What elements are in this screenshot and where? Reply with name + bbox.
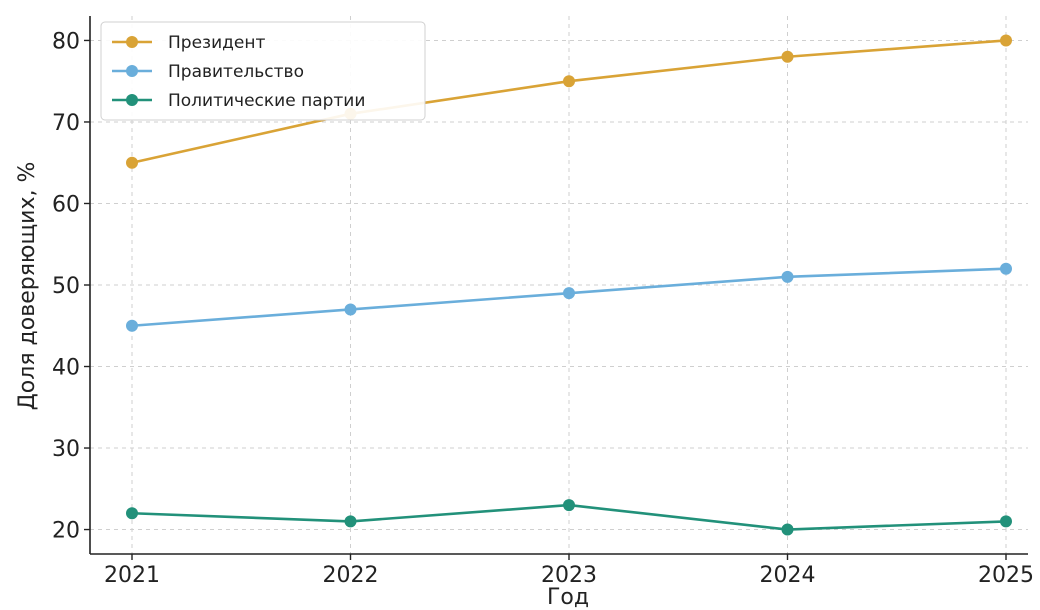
y-tick-label: 50 bbox=[52, 274, 80, 299]
data-point bbox=[1000, 515, 1012, 528]
y-tick-label: 40 bbox=[52, 356, 80, 381]
data-point bbox=[126, 156, 138, 169]
data-point bbox=[1000, 262, 1012, 275]
data-point bbox=[563, 75, 575, 88]
legend-label: Правительство bbox=[168, 62, 304, 82]
data-point bbox=[126, 319, 138, 332]
legend-swatch-marker bbox=[126, 36, 138, 48]
y-tick-label: 80 bbox=[52, 29, 80, 54]
data-point bbox=[1000, 34, 1012, 47]
data-point bbox=[781, 270, 794, 283]
x-axis-label: Год bbox=[547, 585, 589, 610]
data-point bbox=[781, 50, 794, 63]
y-tick-label: 70 bbox=[52, 111, 80, 136]
data-point bbox=[344, 515, 357, 528]
data-point bbox=[563, 287, 575, 300]
data-point bbox=[781, 523, 794, 536]
series-layer bbox=[126, 34, 1012, 536]
legend-box bbox=[100, 21, 426, 121]
x-tick-label: 2021 bbox=[104, 563, 160, 588]
legend: Президент Правительство Политические парти… bbox=[100, 21, 426, 121]
y-tick-label: 20 bbox=[52, 519, 80, 544]
legend-label: Президент bbox=[168, 33, 265, 53]
x-tick-label: 2023 bbox=[541, 563, 597, 588]
y-axis-label: Доля доверяющих, % bbox=[15, 162, 40, 411]
legend-label: Политические партии bbox=[168, 91, 365, 111]
data-point bbox=[344, 303, 357, 316]
data-point bbox=[563, 499, 575, 512]
data-point bbox=[126, 507, 138, 520]
y-tick-label: 60 bbox=[52, 192, 80, 217]
x-tick-label: 2024 bbox=[760, 563, 816, 588]
legend-swatch-marker bbox=[126, 94, 138, 106]
x-tick-label: 2022 bbox=[323, 563, 379, 588]
ticks-layer: 2021 2022 2023 2024 2025 20 30 40 50 60 70 80 bbox=[52, 29, 1034, 588]
legend-swatch-marker bbox=[126, 65, 138, 77]
x-tick-label: 2025 bbox=[978, 563, 1034, 588]
y-tick-label: 30 bbox=[52, 437, 80, 462]
